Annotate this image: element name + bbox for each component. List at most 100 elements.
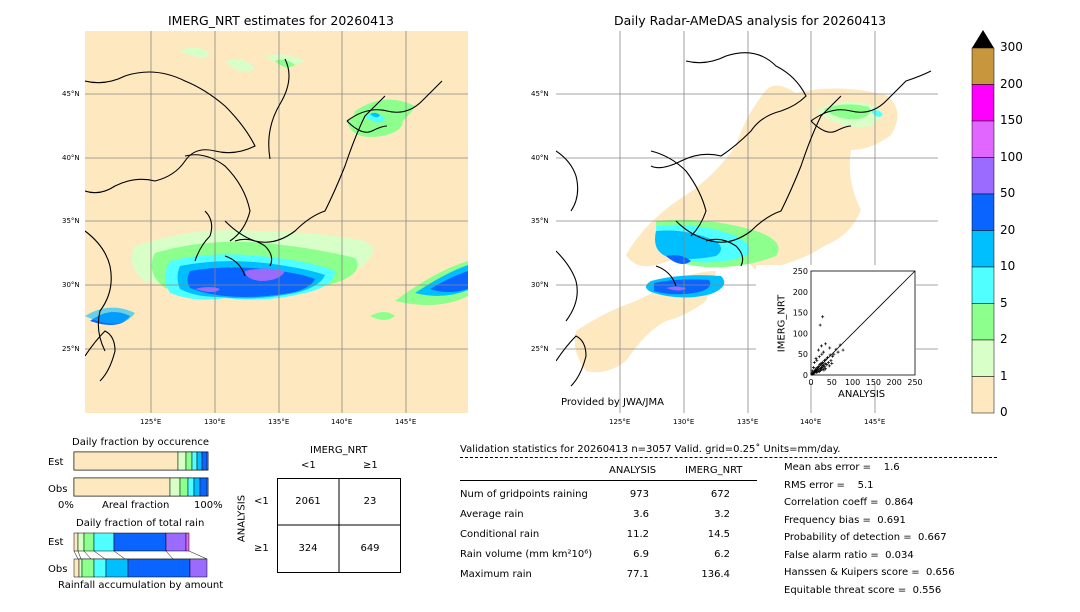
scatter-point <box>828 353 832 357</box>
right-map-panel: 0 0 50 50 100 100 150 150 200 200 250 250 <box>555 31 938 413</box>
contingency-row-ge1: ≥1 <box>254 543 269 554</box>
colorbar-segment <box>971 230 995 268</box>
occurrence-title: Daily fraction by occurence <box>72 437 210 448</box>
left-lon-label-140: 140°E <box>331 418 353 426</box>
colorbar-segment <box>971 47 995 85</box>
right-lat-label-45: 45°N <box>531 90 549 98</box>
right-map-title: Daily Radar-AMeDAS analysis for 20260413 <box>614 13 887 28</box>
scatter-point <box>814 356 818 360</box>
validation-row-analysis: 6.9 <box>633 549 649 560</box>
validation-row-label: Average rain <box>460 509 524 520</box>
scatter-y-tick: 150 <box>793 309 808 318</box>
validation-header: Validation statistics for 20260413 n=305… <box>460 444 841 455</box>
scatter-point <box>820 352 824 356</box>
validation-row-label: Rain volume (mm km²10⁶) <box>460 549 593 560</box>
scatter-point <box>825 363 829 367</box>
scatter-point <box>816 365 820 369</box>
scatter-point <box>821 361 825 365</box>
scatter-point <box>817 355 821 359</box>
scatter-y-tick: 0 <box>803 371 808 380</box>
inset-ylabel: IMERG_NRT <box>776 294 788 353</box>
left-map-panel <box>84 31 468 413</box>
right-lon-label-135: 135°E <box>737 418 759 426</box>
validation-score: Probability of detection = 0.667 <box>784 532 947 543</box>
scatter-point <box>819 361 823 365</box>
validation-row-imerg: 6.2 <box>714 549 730 560</box>
right-lat-label-40: 40°N <box>531 154 549 162</box>
scatter-point <box>824 367 828 371</box>
occurrence-axis-mid: Areal fraction <box>102 500 170 511</box>
left-map-canvas <box>84 31 468 413</box>
colorbar-segment <box>971 303 995 341</box>
colorbar-segment <box>971 376 995 414</box>
occurrence-est-label: Est <box>48 457 64 468</box>
total-bars <box>73 531 209 579</box>
scatter-x-tick: 200 <box>887 378 902 387</box>
colorbar-tick-label: 10 <box>1000 259 1016 273</box>
colorbar-canvas <box>971 30 995 414</box>
scatter-y-tick: 100 <box>793 329 808 338</box>
contingency-row-lt1: <1 <box>254 496 269 507</box>
occurrence-axis-left: 0% <box>58 500 74 511</box>
scatter-point <box>818 323 822 327</box>
total-est-label: Est <box>48 537 64 548</box>
scatter-point <box>834 347 838 351</box>
right-lat-label-35: 35°N <box>531 217 549 225</box>
colorbar-segment <box>971 339 995 377</box>
contingency-row-axis: ANALYSIS <box>236 494 248 543</box>
scatter-point <box>821 366 825 370</box>
scatter-point <box>820 368 824 372</box>
left-map-title: IMERG_NRT estimates for 20260413 <box>168 13 395 28</box>
validation-score: Frequency bias = 0.691 <box>784 514 906 526</box>
validation-row-imerg: 3.2 <box>714 509 730 520</box>
right-lon-label-140: 140°E <box>800 418 822 426</box>
colorbar-tick-label: 150 <box>1000 113 1023 127</box>
colorbar-tick-label: 50 <box>1000 186 1016 200</box>
left-lat-label-30: 30°N <box>62 281 80 289</box>
scatter-point <box>819 366 823 370</box>
contingency-cell-21: 324 <box>298 543 318 554</box>
scatter-point <box>823 362 827 366</box>
scatter-point <box>811 366 815 370</box>
total-bars-canvas <box>73 532 208 578</box>
scatter-point <box>815 358 819 362</box>
contingency-col-ge1: ≥1 <box>363 460 378 471</box>
contingency-grid <box>277 478 401 573</box>
scatter-point <box>824 342 828 346</box>
scatter-point <box>826 356 830 360</box>
colorbar-tick-label: 300 <box>1000 40 1023 54</box>
scatter-y-tick: 250 <box>793 267 808 276</box>
validation-score: False alarm ratio = 0.034 <box>784 549 914 561</box>
right-lat-label-25: 25°N <box>531 345 549 353</box>
colorbar-tick-label: 200 <box>1000 76 1023 91</box>
scatter-y-tick: 50 <box>798 350 808 359</box>
total-obs-label: Obs <box>48 564 68 575</box>
colorbar-segment <box>971 193 995 231</box>
scatter-point <box>812 361 816 365</box>
right-lat-label-30: 30°N <box>531 281 549 289</box>
contingency-col-lt1: <1 <box>301 460 316 471</box>
right-lon-label-125: 125°E <box>609 418 631 426</box>
validation-row-analysis: 77.1 <box>626 569 649 580</box>
scatter-point <box>824 357 828 361</box>
colorbar-segment <box>971 157 995 195</box>
total-axis-caption: Rainfall accumulation by amount <box>58 580 224 591</box>
right-lon-label-145: 145°E <box>864 418 886 426</box>
scatter-point <box>841 348 845 352</box>
scatter-point <box>816 348 820 352</box>
validation-row-imerg: 136.4 <box>701 569 730 580</box>
validation-row-imerg: 672 <box>710 489 730 500</box>
scatter-x-tick: 50 <box>827 378 837 387</box>
scatter-point <box>821 350 825 354</box>
contingency-cell-22: 649 <box>360 543 380 554</box>
colorbar-segment <box>971 266 995 304</box>
validation-col-divider <box>460 480 757 481</box>
validation-score: RMS error = 5.1 <box>784 479 874 491</box>
scatter-point <box>821 315 825 319</box>
right-lon-label-130: 130°E <box>673 418 695 426</box>
validation-col-analysis: ANALYSIS <box>609 465 657 476</box>
occurrence-obs-label: Obs <box>48 484 68 495</box>
scatter-x-tick: 150 <box>866 378 881 387</box>
left-lat-label-35: 35°N <box>62 217 80 225</box>
total-title: Daily fraction of total rain <box>76 518 205 529</box>
